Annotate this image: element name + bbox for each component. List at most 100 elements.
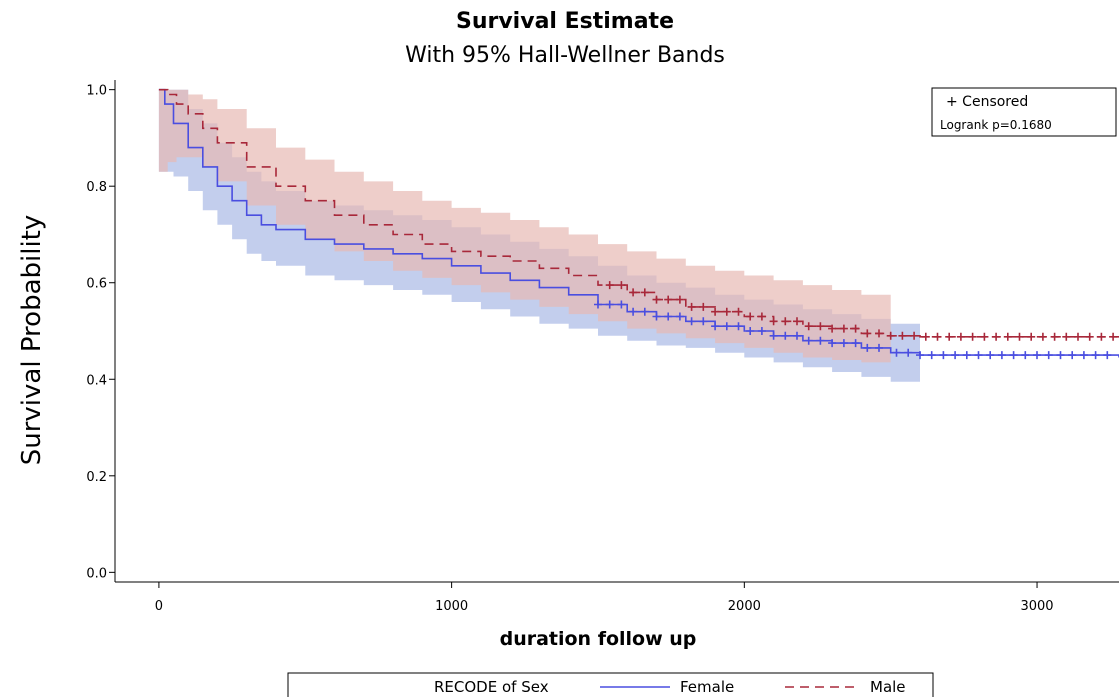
y-tick-label: 0.2	[86, 470, 107, 485]
x-tick-label: 1000	[435, 599, 468, 614]
male-censor-mark	[839, 324, 848, 333]
male-censor-mark	[757, 312, 766, 321]
male-censor-mark	[734, 307, 743, 316]
female-censor-mark	[892, 348, 901, 357]
male-censor-mark	[617, 281, 626, 290]
inset-frame	[931, 87, 1117, 137]
female-censor-mark	[951, 351, 960, 360]
inset-box: + Censored Logrank p=0.1680	[931, 87, 1117, 137]
female-censor-mark	[793, 331, 801, 340]
male-censor-mark	[886, 331, 895, 340]
male-censor-mark	[828, 324, 837, 333]
female-censor-mark	[839, 339, 848, 348]
chart-subtitle: With 95% Hall-Wellner Bands	[405, 43, 725, 68]
male-confidence-band	[158, 89, 891, 368]
male-censor-mark	[1050, 332, 1059, 341]
male-censor-mark	[781, 317, 790, 326]
male-censor-mark	[699, 302, 708, 311]
male-censor-mark	[1085, 332, 1094, 341]
female-censor-mark	[939, 351, 948, 360]
logrank-label: Logrank p=0.1680	[940, 118, 1052, 132]
male-censor-mark	[992, 332, 1001, 341]
male-censor-mark	[956, 332, 965, 341]
male-survival-line	[158, 88, 1119, 338]
female-censor-mark	[904, 348, 913, 357]
male-censor-mark	[1027, 332, 1036, 341]
female-survival-line	[158, 88, 1119, 358]
male-censor-mark	[1074, 332, 1082, 341]
x-tick-label: 2000	[728, 599, 761, 614]
legend-male-label: Male	[870, 678, 906, 696]
legend-title: RECODE of Sex	[434, 678, 549, 696]
male-censor-mark	[711, 307, 720, 316]
female-censor-mark	[687, 317, 696, 326]
female-censor-mark	[828, 339, 837, 348]
legend-frame	[287, 672, 934, 697]
censored-label: + Censored	[946, 94, 1028, 110]
female-censor-mark	[652, 312, 661, 321]
male-censor-mark	[629, 288, 638, 297]
male-censor-mark	[687, 302, 696, 311]
male-censor-mark	[804, 322, 813, 331]
y-tick-label: 1.0	[86, 84, 107, 99]
male-censor-mark	[921, 332, 930, 341]
female-censor-mark	[927, 351, 936, 360]
male-censor-mark	[675, 295, 684, 304]
male-censor-mark	[1038, 332, 1047, 341]
y-tick-label: 0.6	[86, 277, 107, 292]
female-censor-mark	[916, 351, 924, 360]
female-censor-mark	[746, 327, 755, 335]
y-tick-label: 0.4	[86, 373, 107, 388]
male-censor-mark	[793, 317, 801, 326]
female-censor-mark	[1068, 351, 1077, 360]
chart-title: Survival Estimate	[456, 9, 674, 34]
female-censor-mark	[1103, 351, 1112, 360]
female-censor-mark	[1021, 351, 1030, 360]
female-censor-mark	[640, 307, 649, 316]
legend-female-label: Female	[680, 678, 734, 696]
female-censor-mark	[769, 331, 778, 340]
male-censor-mark	[1097, 332, 1106, 341]
female-censor-mark	[1091, 351, 1100, 360]
female-censor-mark	[722, 322, 731, 331]
male-censor-mark	[816, 322, 825, 331]
male-censor-mark	[722, 307, 731, 316]
male-censor-mark	[933, 332, 942, 341]
male-censor-mark	[1062, 332, 1071, 341]
female-censor-mark	[875, 343, 883, 352]
male-censor-mark	[851, 324, 860, 333]
male-censor-mark	[898, 331, 907, 340]
x-tick-label: 0	[155, 599, 163, 614]
male-censor-mark	[640, 288, 649, 297]
y-tick-label: 0.8	[86, 180, 107, 195]
female-censor-mark	[781, 331, 790, 340]
female-censor-mark	[1056, 351, 1065, 360]
y-axis-label: Survival Probability	[17, 215, 47, 466]
male-censor-mark	[769, 317, 778, 326]
male-censor-mark	[980, 332, 989, 341]
female-censor-mark	[863, 343, 872, 352]
female-censor-mark	[711, 322, 720, 331]
female-censor-mark	[1079, 351, 1088, 360]
female-censor-mark	[757, 327, 766, 335]
female-censor-mark	[851, 339, 860, 348]
male-censor-mark	[605, 281, 614, 290]
male-censor-mark	[1109, 332, 1118, 341]
female-censor-mark	[605, 300, 614, 309]
axes: 0.0 0.2 0.4 0.6 0.8 1.0 0 1000 2000 3000	[86, 80, 1119, 614]
male-censor-mark	[910, 331, 919, 340]
censored-marks	[594, 281, 1118, 360]
female-censor-mark	[804, 336, 813, 345]
legend: RECODE of Sex Female Male	[287, 672, 934, 697]
female-censor-mark	[997, 351, 1006, 360]
male-censor-mark	[652, 295, 661, 304]
male-censor-mark	[1003, 332, 1012, 341]
female-censor-mark	[617, 300, 626, 309]
confidence-bands	[158, 89, 920, 387]
female-censor-mark	[986, 351, 995, 360]
female-censor-mark	[664, 312, 673, 321]
female-censor-mark	[962, 351, 971, 360]
female-censor-mark	[699, 317, 708, 326]
female-censor-mark	[594, 300, 602, 309]
survival-lines	[158, 88, 1119, 358]
